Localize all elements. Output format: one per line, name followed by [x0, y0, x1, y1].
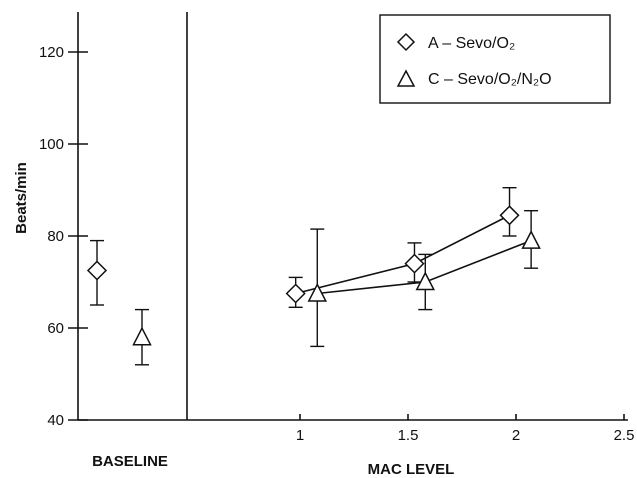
legend-triangle-icon [396, 69, 416, 87]
y-tick-label: 120 [39, 44, 64, 61]
series-c-point [521, 229, 541, 249]
data-points [86, 205, 541, 346]
y-axis-ticks: 40 60 80 100 120 [39, 44, 88, 429]
series-a-baseline-point [86, 260, 108, 281]
series-c-baseline-point [132, 326, 152, 346]
axes [77, 12, 628, 421]
legend: A – Sevo/O₂ C – Sevo/O₂/N₂O [379, 14, 611, 104]
series-c-point [307, 282, 328, 302]
error-bars [90, 186, 539, 366]
series-a-point [404, 253, 425, 274]
x-tick-label: 2 [512, 427, 520, 444]
y-tick-label: 80 [47, 228, 64, 245]
series-c-point [415, 271, 436, 291]
legend-label-series-c: C – Sevo/O₂/N₂O [428, 71, 552, 88]
legend-box [379, 14, 611, 104]
x-tick-label: 1 [296, 427, 304, 444]
x-axis-ticks: 1 1.5 2 2.5 [296, 414, 635, 444]
x-axis-label: MAC LEVEL [368, 461, 455, 478]
series-a-point [285, 283, 306, 304]
x-tick-label: 1.5 [398, 427, 419, 444]
y-tick-label: 100 [39, 136, 64, 153]
legend-diamond-icon [396, 32, 416, 52]
x-tick-label: 2.5 [614, 427, 635, 444]
baseline-label: BASELINE [92, 453, 168, 470]
y-tick-label: 60 [47, 320, 64, 337]
y-tick-label: 40 [47, 412, 64, 429]
series-a-line [295, 214, 510, 295]
series-a-point [499, 205, 520, 226]
legend-label-series-a: A – Sevo/O₂ [428, 35, 515, 52]
y-axis-label: Beats/min [13, 162, 30, 234]
